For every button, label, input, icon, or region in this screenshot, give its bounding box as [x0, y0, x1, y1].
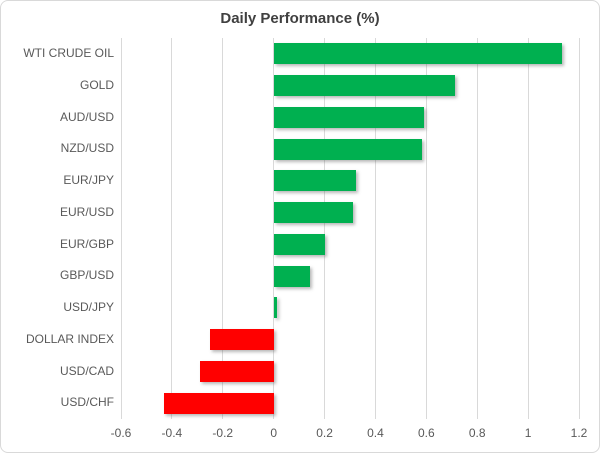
bar-eur-jpy: [274, 170, 356, 192]
bar-dollar-index: [210, 329, 274, 351]
x-tick-label: -0.2: [212, 426, 234, 440]
bar-wti-crude-oil: [274, 43, 562, 65]
chart-title: Daily Performance (%): [220, 10, 380, 27]
bar-usd-chf: [164, 392, 274, 414]
bar-usd-cad: [199, 360, 274, 382]
category-label-usd-cad: USD/CAD: [59, 363, 114, 378]
x-tick-label: -0.6: [110, 426, 132, 440]
gridline: [222, 38, 224, 419]
category-label-dollar-index: DOLLAR INDEX: [25, 331, 114, 346]
x-tick-label: 0.2: [316, 426, 333, 440]
gridline: [527, 38, 529, 419]
x-tick-label: 0.4: [367, 426, 384, 440]
category-label-usd-jpy: USD/JPY: [63, 300, 114, 314]
category-label-nzd-usd: NZD/USD: [60, 141, 114, 156]
x-tick-label: 0: [270, 426, 277, 440]
x-tick-label: 1: [524, 426, 532, 440]
gridline: [324, 38, 326, 419]
x-tick-label: 1.2: [570, 426, 588, 440]
bar-aud-usd: [274, 106, 425, 128]
category-label-gbp-usd: GBP/USD: [59, 268, 114, 283]
zero-axis-line: [273, 38, 275, 419]
x-tick-label: 0.6: [417, 426, 435, 440]
x-tick-label: 0.8: [468, 426, 486, 440]
gridline: [425, 38, 427, 419]
category-label-wti-crude-oil: WTI CRUDE OIL: [23, 46, 114, 60]
gridline: [171, 38, 173, 419]
gridline: [476, 38, 478, 419]
plot-area: [120, 38, 580, 419]
category-label-eur-jpy: EUR/JPY: [63, 173, 114, 187]
category-label-usd-chf: USD/CHF: [60, 395, 114, 410]
category-label-eur-gbp: EUR/GBP: [59, 236, 114, 251]
bar-usd-jpy: [274, 297, 277, 319]
bar-eur-usd: [274, 202, 354, 224]
gridline: [374, 38, 376, 419]
bar-gold: [274, 75, 455, 97]
gridline: [120, 38, 122, 419]
bar-gbp-usd: [274, 265, 310, 287]
category-label-aud-usd: AUD/USD: [59, 109, 114, 124]
category-label-gold: GOLD: [79, 77, 114, 92]
gridline: [578, 38, 580, 419]
bar-eur-gbp: [274, 233, 326, 255]
x-tick-label: -0.4: [161, 426, 183, 440]
category-label-eur-usd: EUR/USD: [59, 204, 114, 219]
bar-nzd-usd: [274, 138, 422, 160]
